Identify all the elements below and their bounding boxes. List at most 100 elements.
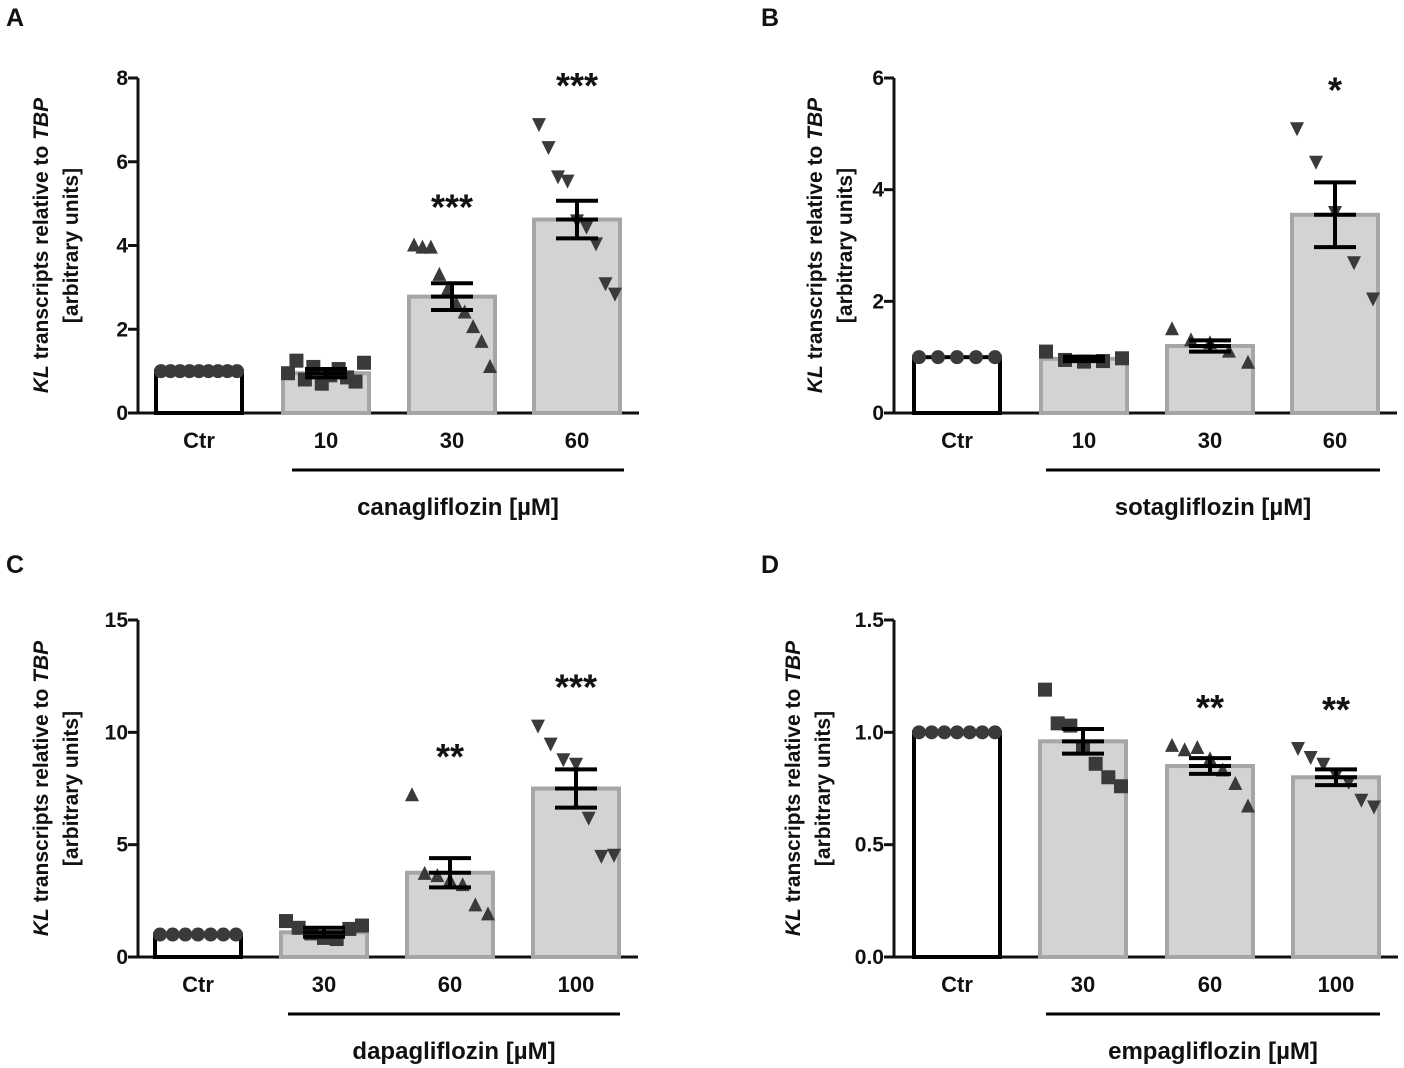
panel-letter: C	[6, 551, 24, 579]
bar	[1165, 764, 1255, 959]
y-axis-label-units: [arbitrary units]	[60, 711, 83, 866]
data-point	[357, 355, 371, 370]
data-point	[1309, 155, 1323, 170]
significance-label: ***	[431, 187, 473, 228]
y-axis-label-gene: KL	[30, 908, 53, 936]
y-axis-label-text: transcripts relative to	[804, 140, 827, 365]
y-tick-label: 8	[116, 67, 128, 90]
data-point	[988, 725, 1002, 740]
y-axis-label: KL transcripts relative to TBP	[30, 97, 53, 393]
x-tick-label: 100	[1318, 972, 1355, 997]
data-point	[950, 725, 964, 740]
x-axis-label: canagliflozin [µM]	[357, 494, 559, 521]
data-point	[556, 753, 571, 768]
x-tick-label: 60	[565, 428, 589, 453]
data-point	[430, 868, 445, 883]
y-tick-label: 0.5	[855, 834, 885, 857]
y-axis-label-ref-gene: TBP	[804, 97, 827, 140]
x-tick-label: 30	[1198, 428, 1222, 453]
y-tick-label: 2	[116, 318, 128, 341]
data-point	[203, 927, 218, 942]
y-tick-label: 0.0	[855, 946, 884, 969]
data-point	[532, 118, 546, 133]
panel-d: D 0.0 0.5 1.0 1.5 KL transcripts relative to …	[761, 551, 1398, 1065]
data-point	[569, 757, 583, 772]
data-point	[1291, 742, 1305, 757]
x-axis-label: dapagliflozin [µM]	[352, 1038, 555, 1065]
bar	[532, 217, 622, 415]
y-axis-label: KL transcripts relative to TBP	[782, 640, 805, 936]
x-tick-label: 10	[314, 428, 338, 453]
data-point	[1316, 757, 1331, 772]
data-point	[1290, 122, 1304, 137]
x-axis-label: sotagliflozin [µM]	[1115, 494, 1311, 521]
data-point	[407, 237, 421, 252]
data-point	[541, 141, 556, 156]
data-point	[962, 725, 977, 740]
x-axis-label: empagliflozin [µM]	[1108, 1038, 1318, 1065]
bar-control	[912, 730, 1002, 959]
data-point	[931, 350, 945, 365]
y-axis-label-ref-gene: TBP	[30, 640, 53, 683]
data-point	[1303, 751, 1318, 766]
x-tick-label: Ctr	[183, 428, 215, 453]
y-axis-label-text: transcripts relative to	[30, 140, 53, 365]
data-point	[608, 287, 622, 302]
data-point	[483, 358, 497, 373]
data-point	[153, 927, 167, 942]
data-point	[468, 897, 483, 912]
bar	[531, 786, 621, 959]
y-tick-label: 1.0	[855, 721, 884, 744]
y-axis-label-ref-gene: TBP	[30, 97, 53, 140]
x-tick-label: 10	[1072, 428, 1096, 453]
x-tick-label: 60	[1323, 428, 1347, 453]
data-point	[975, 725, 990, 740]
y-tick-label: 2	[872, 290, 884, 313]
y-axis-label-gene: KL	[30, 365, 53, 393]
x-tick-label: 100	[558, 972, 595, 997]
y-tick-label: 0	[872, 402, 884, 425]
y-axis-label-units: [arbitrary units]	[812, 711, 835, 866]
data-point	[543, 737, 558, 752]
data-point	[474, 333, 489, 348]
y-axis-label-text: transcripts relative to	[782, 683, 805, 908]
x-tick-label: Ctr	[941, 428, 973, 453]
data-point	[531, 719, 545, 734]
data-point	[291, 920, 306, 935]
data-point	[432, 266, 447, 281]
x-tick-label: 30	[1071, 972, 1095, 997]
data-point	[969, 350, 983, 365]
bar	[407, 294, 497, 415]
data-point	[1177, 742, 1192, 757]
data-point	[405, 787, 419, 802]
y-tick-label: 0	[116, 946, 128, 969]
data-point	[417, 865, 432, 880]
significance-label: ***	[555, 667, 597, 708]
data-point	[607, 848, 621, 863]
data-point	[229, 927, 243, 942]
significance-label: **	[1196, 687, 1224, 728]
panel-a: A 0 2 4 6 8 KL transcripts relative to TBP [arb…	[6, 4, 639, 521]
data-point	[230, 364, 244, 379]
y-axis-label-units: [arbitrary units]	[60, 168, 83, 323]
y-tick-label: 6	[116, 151, 128, 174]
x-tick-label: Ctr	[182, 972, 214, 997]
data-point	[191, 927, 205, 942]
data-point	[423, 239, 438, 254]
data-point	[589, 237, 603, 252]
data-point	[1190, 740, 1205, 755]
y-tick-label: 5	[116, 834, 128, 857]
data-point	[1165, 737, 1179, 752]
data-point	[1366, 292, 1380, 307]
data-point	[348, 374, 363, 389]
significance-label: **	[436, 736, 464, 777]
data-point	[216, 927, 231, 942]
y-tick-label: 4	[872, 179, 884, 202]
data-point	[594, 849, 609, 864]
data-point	[1241, 354, 1255, 369]
data-point	[281, 366, 295, 381]
significance-label: *	[1328, 69, 1342, 110]
data-point	[912, 350, 926, 365]
x-tick-label: 30	[312, 972, 336, 997]
